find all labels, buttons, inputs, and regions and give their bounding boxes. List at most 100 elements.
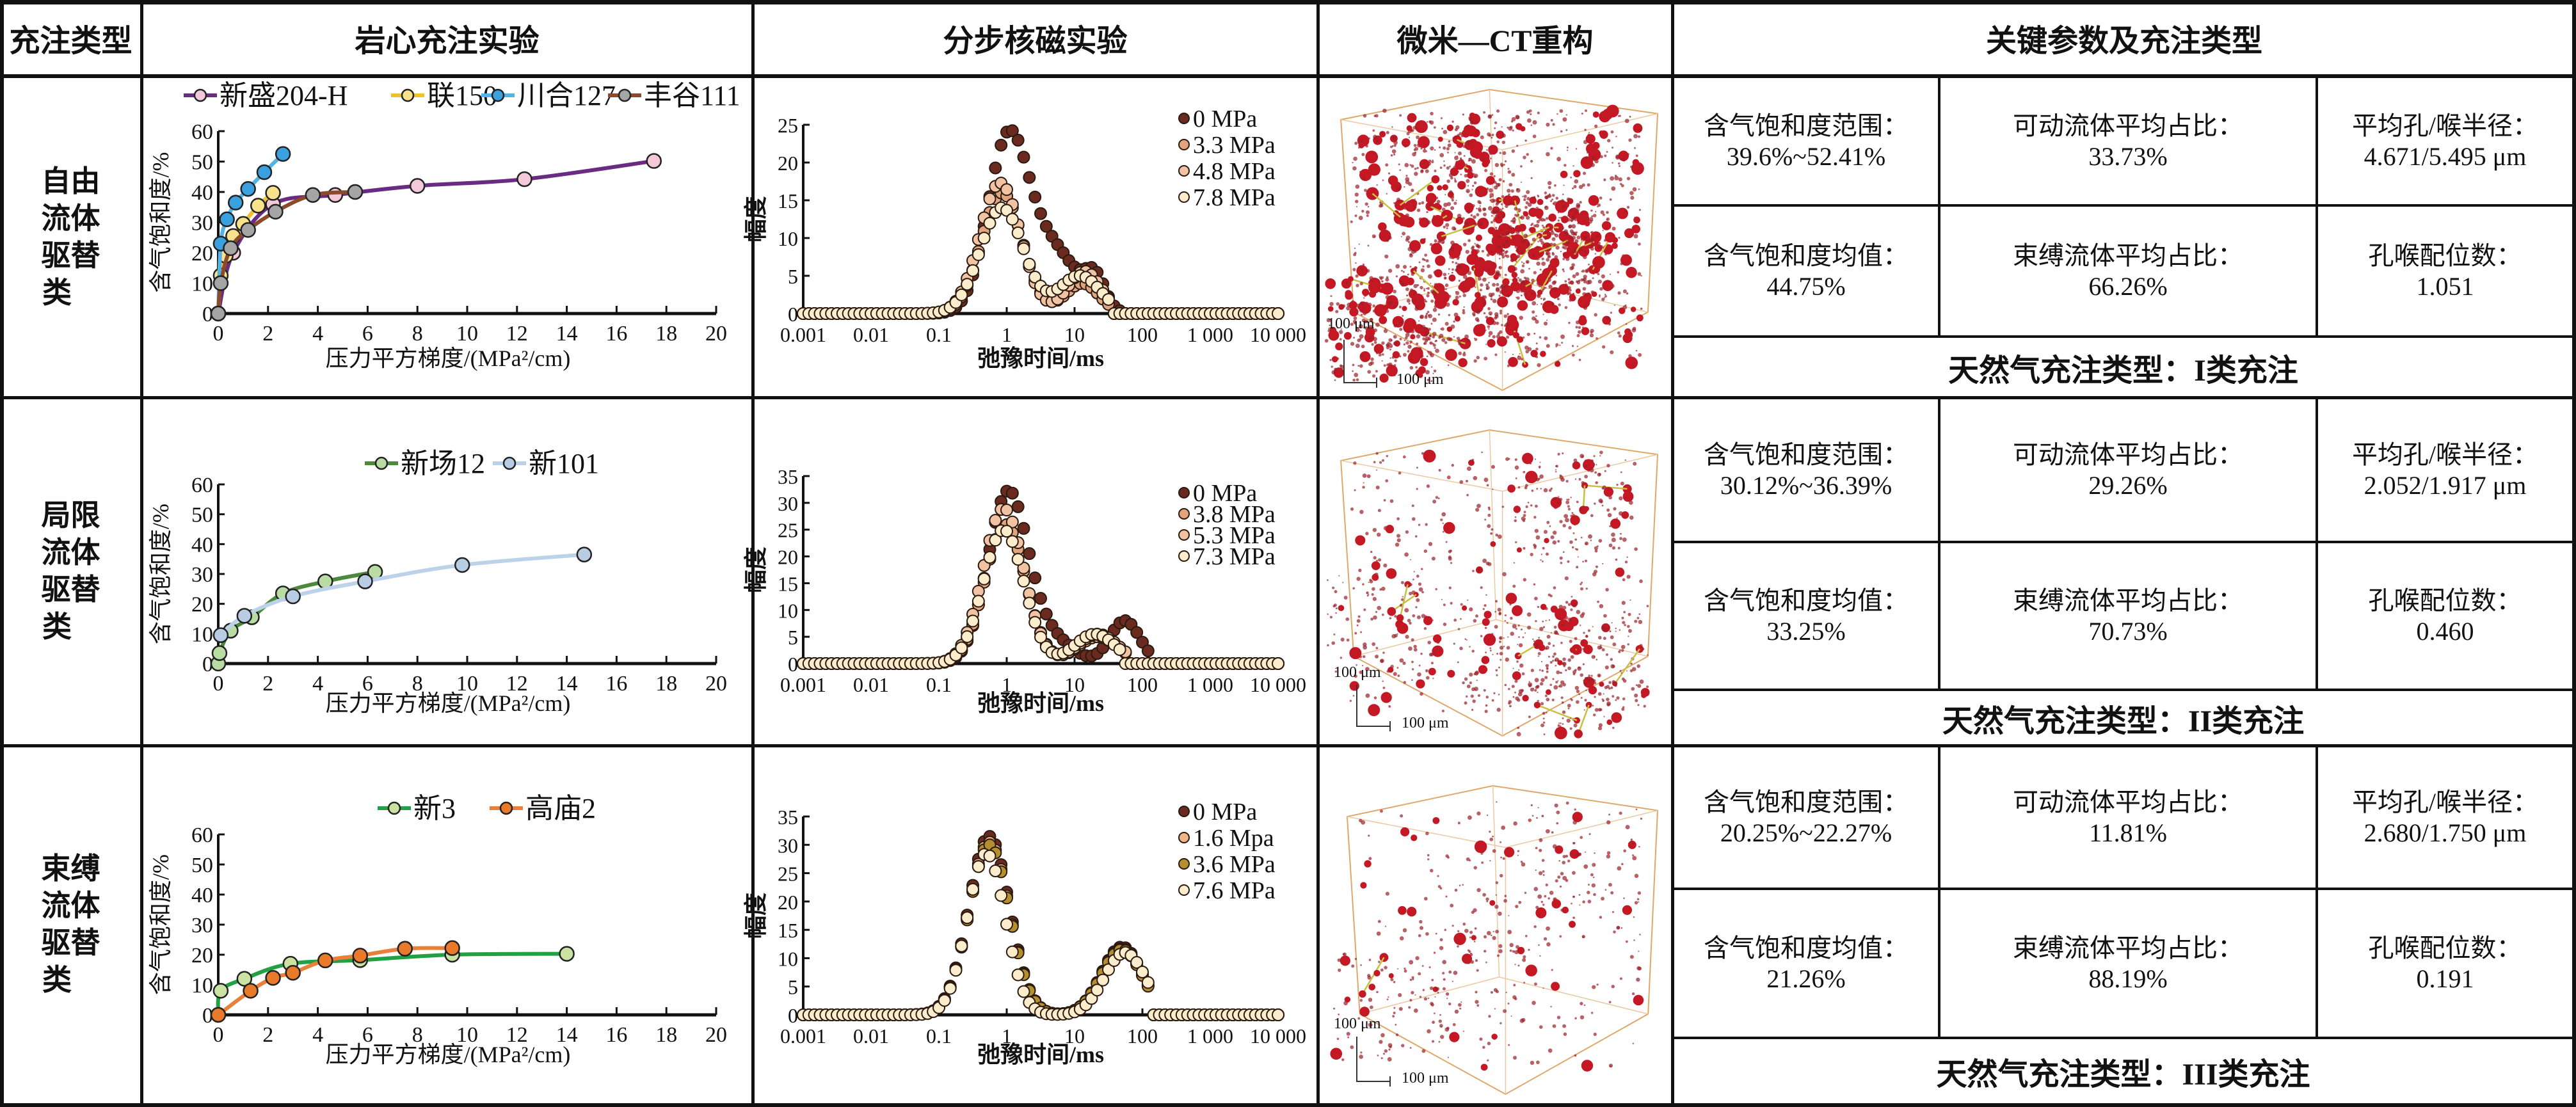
- pore: [1542, 712, 1546, 715]
- pore: [1464, 334, 1469, 339]
- pore: [1496, 708, 1501, 712]
- pore: [1524, 277, 1530, 282]
- pore: [1541, 257, 1544, 260]
- pore: [1567, 859, 1571, 863]
- data-point: [1102, 292, 1115, 306]
- pore: [1584, 559, 1588, 562]
- pore: [1494, 163, 1500, 168]
- pore: [1609, 630, 1612, 633]
- saturation-chart: 0 2 4 6 8 10 12 14 16 18 200102030405060含气饱和度/%压力平…: [148, 448, 727, 716]
- pore: [1562, 252, 1566, 256]
- pore: [1516, 145, 1519, 147]
- pore: [1539, 336, 1542, 339]
- pore: [1524, 239, 1526, 241]
- pore: [1357, 365, 1360, 367]
- pore: [1368, 582, 1370, 584]
- pore: [1598, 498, 1603, 504]
- pore: [1425, 370, 1430, 375]
- pore: [1453, 320, 1455, 323]
- pore: [1588, 685, 1597, 695]
- pore: [1363, 482, 1364, 484]
- pore: [1604, 685, 1608, 690]
- pore: [1622, 537, 1627, 542]
- pore: [1474, 840, 1487, 854]
- pore: [1453, 336, 1455, 338]
- pore: [1590, 237, 1595, 242]
- pore: [1326, 318, 1331, 323]
- pore: [1548, 897, 1550, 900]
- pore: [1611, 984, 1615, 989]
- data-point: [212, 275, 229, 291]
- pore: [1360, 354, 1364, 358]
- data-point: [1011, 226, 1025, 239]
- pore: [1405, 175, 1408, 177]
- pore: [1549, 891, 1554, 895]
- pore: [1504, 895, 1507, 898]
- pore: [1507, 315, 1517, 325]
- data-point: [1005, 486, 1019, 500]
- pore: [1381, 341, 1385, 345]
- pore: [1598, 294, 1601, 297]
- pore: [1468, 239, 1471, 243]
- pore: [1550, 200, 1553, 202]
- pore: [1471, 649, 1475, 653]
- param-col-divider: [2316, 397, 2318, 690]
- pore: [1488, 269, 1491, 272]
- pore: [1399, 320, 1404, 324]
- pore: [1618, 150, 1629, 161]
- pore: [1553, 259, 1556, 262]
- pore: [1372, 587, 1375, 591]
- pore: [1534, 982, 1537, 986]
- pore: [1420, 285, 1423, 290]
- pore: [1515, 477, 1517, 479]
- pore: [1532, 237, 1536, 242]
- pore: [1555, 469, 1556, 471]
- pore: [1513, 217, 1516, 219]
- pore: [1331, 370, 1336, 375]
- pore: [1428, 334, 1432, 337]
- param-label: 孔喉配位数：: [2368, 585, 2522, 615]
- data-point: [347, 184, 364, 200]
- pore: [1598, 723, 1603, 728]
- pore: [1432, 308, 1437, 312]
- param-label: 含气饱和度均值：: [1704, 241, 1908, 270]
- pore: [1620, 471, 1622, 474]
- pore: [1562, 605, 1567, 610]
- pore: [1434, 340, 1437, 342]
- param-radius: 平均孔/喉半径： 2.052/1.917 μm: [2318, 399, 2572, 541]
- pore: [1640, 275, 1642, 277]
- pore: [1592, 863, 1596, 867]
- ct-box-outline: [1346, 784, 1659, 1095]
- x-axis-label: 压力平方梯度/(MPa²/cm): [326, 1042, 571, 1067]
- pore: [1567, 703, 1571, 708]
- pore: [1619, 649, 1621, 651]
- pore: [1605, 653, 1609, 657]
- pore: [1365, 693, 1370, 698]
- pore: [1498, 949, 1503, 953]
- pore: [1608, 1001, 1612, 1003]
- pore: [1363, 114, 1367, 118]
- pore: [1625, 825, 1630, 830]
- pore: [1366, 474, 1371, 479]
- pore: [1423, 616, 1433, 626]
- pore: [1407, 246, 1412, 251]
- pore: [1636, 898, 1640, 901]
- pore: [1624, 304, 1627, 307]
- pore: [1608, 495, 1612, 500]
- header-text: 分步核磁实验: [943, 24, 1128, 58]
- legend-marker: [1178, 139, 1190, 150]
- pore: [1429, 243, 1433, 246]
- pore: [1560, 477, 1565, 482]
- col-divider: [1316, 0, 1320, 1107]
- pore: [1458, 351, 1462, 356]
- pore: [1501, 207, 1504, 210]
- pore: [1372, 528, 1377, 532]
- pore: [1448, 550, 1452, 554]
- charge-type-result: 天然气充注类型：III类充注: [1674, 1039, 2572, 1103]
- pore: [1462, 922, 1466, 926]
- pore: [1362, 263, 1365, 266]
- pore: [1373, 115, 1377, 117]
- pore: [1536, 303, 1538, 305]
- pore: [1505, 204, 1508, 209]
- pore: [1530, 804, 1533, 807]
